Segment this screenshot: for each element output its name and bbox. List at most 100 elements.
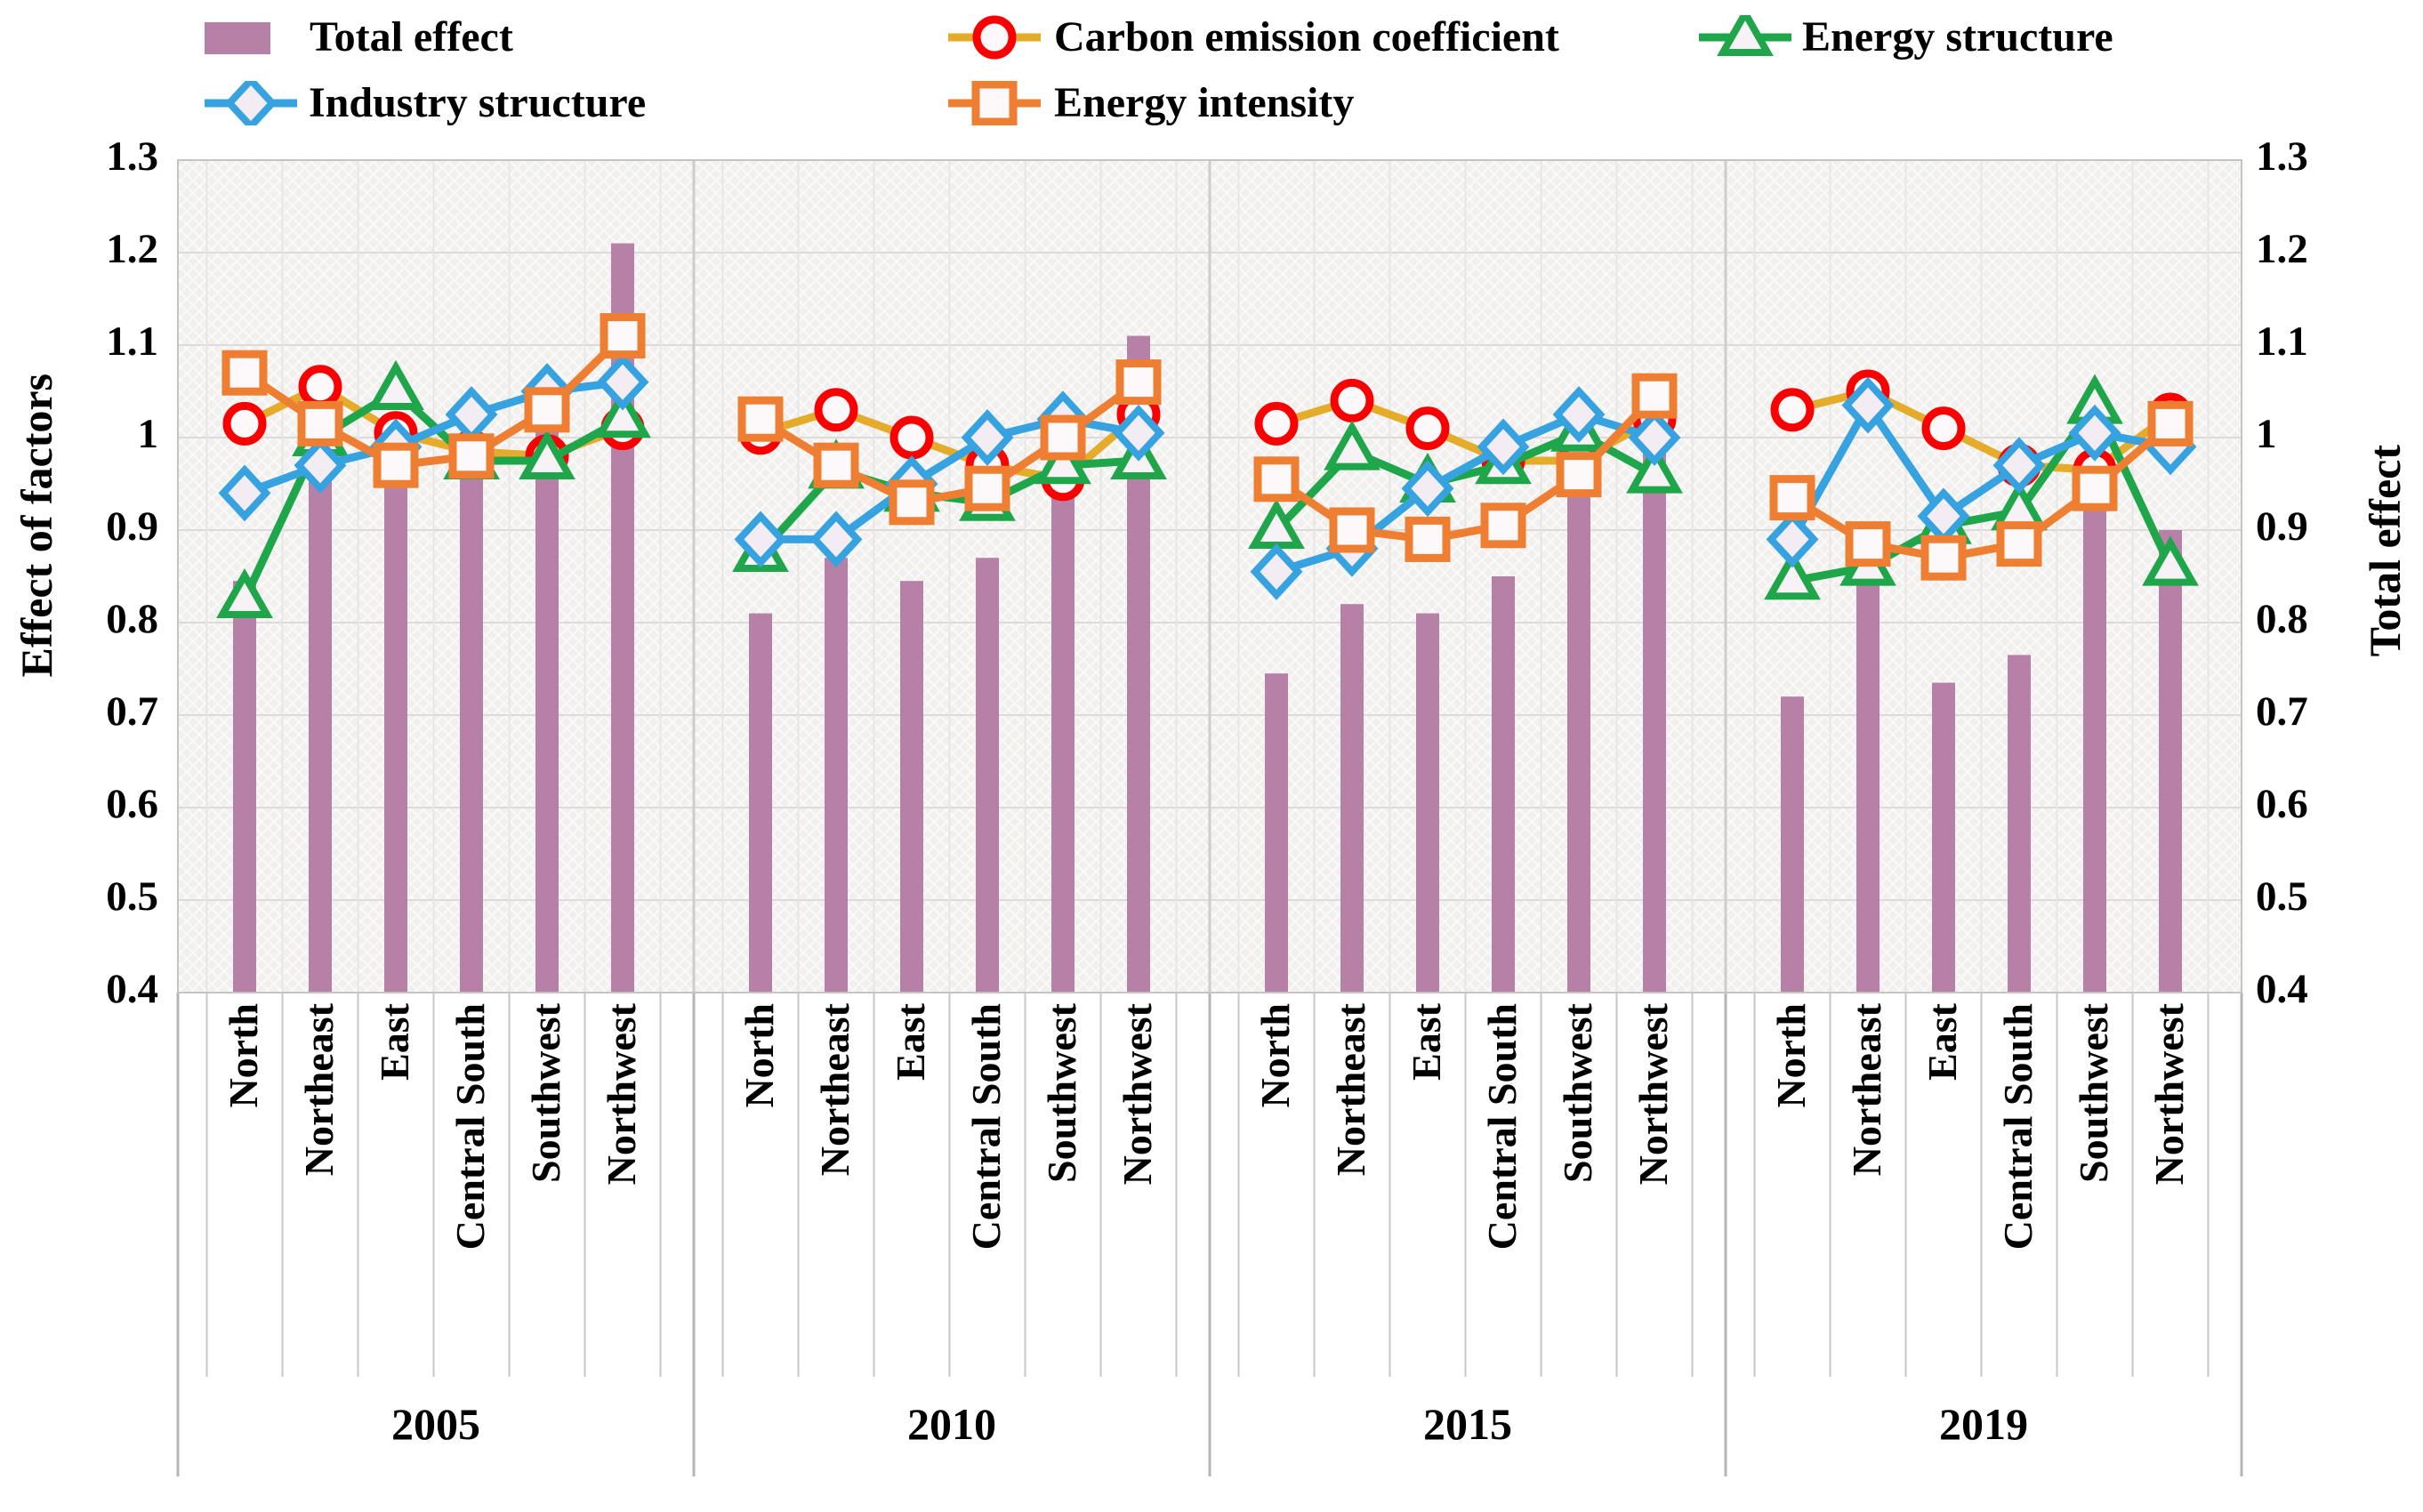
marker-diamond-2005-north [218,464,271,522]
left-tick-0.8: 0.8 [106,596,158,642]
marker-circle-2005-northeast [298,365,342,409]
right-tick-0.6: 0.6 [2256,781,2308,827]
region-label-2005-southwest: Southwest [523,1003,568,1183]
region-label-2015-central-south: Central South [1479,1003,1525,1251]
region-label-2019-east: East [1920,1003,1965,1081]
legend-marker-triangle [1699,15,1791,56]
bar-total-effect-2019-east [1932,682,1955,993]
marker-square-2010-northeast [813,442,859,488]
bar-total-effect-2015-north [1265,673,1288,993]
marker-diamond-2015-north [1250,543,1303,600]
legend-label-total: Total effect [310,13,513,60]
left-tick-1.3: 1.3 [106,133,158,180]
bar-total-effect-2015-northwest [1643,451,1666,993]
marker-diamond-2010-northwest [1112,404,1165,462]
left-tick-1.2: 1.2 [106,226,158,272]
legend-label-industry: Industry structure [309,79,647,126]
legend-triangle-icon [1717,15,1774,56]
region-label-2005-central-south: Central South [447,1003,493,1251]
marker-diamond-2015-east [1401,460,1454,518]
marker-triangle-2019-north [1764,550,1821,600]
marker-circle-2019-north [1770,388,1815,432]
marker-triangle-2015-northeast [1324,420,1381,470]
marker-diamond-2010-north [734,511,787,568]
plot-border [177,159,2242,993]
marker-square-2019-central-south [1996,521,2042,567]
region-label-2005-northwest: Northwest [599,1003,644,1186]
region-label-2015-southwest: Southwest [1555,1003,1600,1183]
region-label-2019-northeast: Northeast [1844,1003,1889,1177]
marker-triangle-2005-northwest [594,388,651,438]
marker-square-2005-northeast [297,400,343,446]
marker-circle-2010-northeast [814,388,858,432]
marker-circle-2015-north [1254,401,1299,446]
region-label-2019-northwest: Northwest [2146,1003,2192,1186]
marker-square-2010-northwest [1115,359,1162,406]
right-tick-0.8: 0.8 [2256,596,2308,642]
bar-total-effect-2010-north [749,613,772,993]
marker-square-2015-east [1405,516,1451,562]
marker-triangle-2005-east [367,359,424,410]
legend-marker-diamond [205,81,297,125]
bar-total-effect-2010-central-south [976,558,999,993]
bar-total-effect-2015-east [1416,613,1439,993]
marker-square-2005-central-south [448,433,495,479]
right-tick-1.2: 1.2 [2256,226,2308,272]
left-axis-title: Effect of factors [12,374,61,678]
marker-diamond-2019-southwest [2068,404,2121,462]
region-label-2005-east: East [372,1003,417,1081]
legend-label-energy_intensity: Energy intensity [1054,79,1355,126]
region-label-2015-north: North [1252,1003,1298,1108]
marker-square-2010-north [737,396,784,442]
marker-square-2019-east [1920,535,1967,581]
marker-square-2010-east [889,479,935,526]
bar-total-effect-2005-central-south [460,479,483,993]
right-tick-1.3: 1.3 [2256,133,2308,180]
marker-square-2005-east [373,442,419,488]
bar-total-effect-2015-southwest [1567,488,1590,993]
marker-diamond-2015-central-south [1477,418,1530,476]
marker-circle-2005-north [222,401,267,446]
right-axis-title: Total effect [2360,445,2410,657]
bar-total-effect-2019-northwest [2159,530,2182,993]
marker-diamond-2015-northwest [1628,409,1681,466]
left-tick-0.6: 0.6 [106,781,158,827]
marker-square-2015-northwest [1631,373,1678,419]
left-tick-0.9: 0.9 [106,503,158,550]
bar-total-effect-2005-east [384,474,407,993]
legend-marker-square [948,81,1041,125]
legend-circle-icon [972,15,1017,60]
year-label-2015: 2015 [1423,1399,1512,1449]
marker-diamond-2015-southwest [1552,386,1606,443]
bar-total-effect-2015-northeast [1340,604,1364,993]
region-label-2019-southwest: Southwest [2071,1003,2116,1183]
marker-diamond-2010-central-south [961,409,1014,466]
region-label-2010-northeast: Northeast [812,1003,857,1177]
bar-total-effect-2019-north [1781,696,1804,993]
marker-diamond-2019-central-south [1992,437,2046,495]
left-tick-0.7: 0.7 [106,688,158,735]
year-label-2005: 2005 [391,1399,480,1449]
region-label-2010-southwest: Southwest [1039,1003,1084,1183]
bar-total-effect-2010-northeast [825,558,848,993]
marker-square-2015-northeast [1329,507,1375,553]
legend-bar-swatch [205,22,270,54]
region-label-2010-central-south: Central South [963,1003,1009,1251]
marker-triangle-2005-north [216,567,273,618]
right-tick-1.1: 1.1 [2256,318,2308,365]
bar-total-effect-2005-north [233,581,256,993]
marker-square-2010-southwest [1040,414,1086,461]
marker-square-2010-central-south [964,465,1010,511]
marker-triangle-2019-northwest [2142,535,2199,586]
marker-triangle-2015-northwest [1626,443,1683,494]
marker-square-2015-north [1253,456,1300,503]
marker-circle-2019-east [1921,406,1966,451]
year-label-2019: 2019 [1939,1399,2028,1449]
marker-circle-2015-east [1405,406,1450,451]
marker-square-2005-north [221,350,268,396]
region-label-2015-east: East [1404,1003,1449,1081]
marker-square-2019-northeast [1845,521,1891,567]
left-tick-1: 1 [137,411,159,457]
left-tick-1.1: 1.1 [106,318,158,365]
